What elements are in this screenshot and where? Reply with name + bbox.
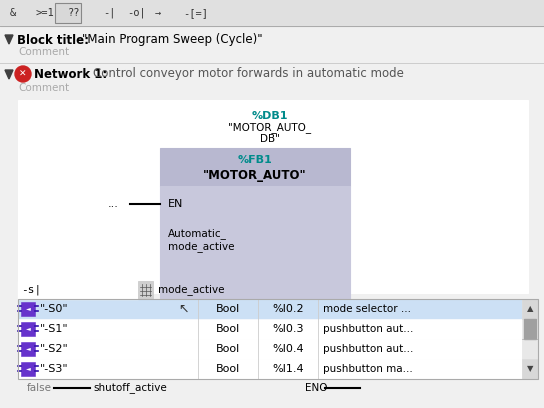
Text: pushbutton ma...: pushbutton ma... [323, 364, 413, 374]
Text: -o|: -o| [127, 8, 146, 18]
Text: pushbutton aut...: pushbutton aut... [323, 324, 413, 334]
Text: mode_active: mode_active [168, 242, 234, 253]
Text: DB": DB" [260, 134, 280, 144]
Text: Bool: Bool [216, 344, 240, 354]
Bar [21, 342, 35, 356]
Text: shutoff_active: shutoff_active [93, 383, 167, 393]
Text: ...: ... [108, 199, 119, 209]
Bar [524, 319, 536, 339]
Text: mode_active: mode_active [158, 284, 225, 295]
Text: Bool: Bool [216, 324, 240, 334]
Bar [55, 3, 81, 23]
Text: "MOTOR_AUTO_: "MOTOR_AUTO_ [228, 122, 312, 133]
Text: Automatic_: Automatic_ [168, 228, 227, 239]
Text: ◄: ◄ [26, 326, 30, 331]
Text: ??: ?? [68, 8, 81, 18]
Bar [522, 299, 538, 319]
Bar [0, 0, 544, 26]
Bar [522, 299, 538, 379]
Bar [21, 322, 35, 336]
Text: false: false [27, 383, 52, 393]
Text: %DB1: %DB1 [252, 111, 288, 121]
Text: Control conveyor motor forwards in automatic mode: Control conveyor motor forwards in autom… [93, 67, 404, 80]
Bar [18, 281, 138, 299]
Bar [18, 359, 522, 379]
Polygon shape [5, 35, 13, 44]
Bar [18, 339, 522, 359]
Bar [160, 186, 350, 326]
Text: -s|: -s| [21, 285, 41, 295]
Polygon shape [5, 70, 13, 79]
Text: Comment: Comment [18, 47, 69, 57]
Text: pushbutton aut...: pushbutton aut... [323, 344, 413, 354]
Text: "-S3": "-S3" [40, 364, 69, 374]
Text: -|: -| [103, 8, 115, 18]
Bar [21, 362, 35, 376]
Circle shape [15, 66, 31, 82]
Text: ENO: ENO [305, 383, 327, 393]
Text: -[=]: -[=] [183, 8, 208, 18]
Text: %I0.3: %I0.3 [272, 324, 304, 334]
Text: %I1.4: %I1.4 [272, 364, 304, 374]
Text: Block title:: Block title: [17, 33, 89, 47]
Bar [18, 319, 522, 339]
Text: mode selector ...: mode selector ... [323, 304, 411, 314]
Text: Network 1:: Network 1: [34, 67, 107, 80]
Text: ◄: ◄ [26, 306, 30, 311]
Text: ◄: ◄ [26, 346, 30, 352]
Text: "MOTOR_AUTO": "MOTOR_AUTO" [203, 169, 307, 182]
Text: %I0.4: %I0.4 [272, 344, 304, 354]
Text: "-S2": "-S2" [40, 344, 69, 354]
Text: Bool: Bool [216, 364, 240, 374]
Text: Bool: Bool [216, 304, 240, 314]
Text: ▲: ▲ [527, 304, 533, 313]
Bar [18, 100, 528, 293]
Text: >=1: >=1 [35, 8, 54, 18]
Bar [18, 299, 522, 319]
Bar [0, 30, 544, 50]
Text: "Main Program Sweep (Cycle)": "Main Program Sweep (Cycle)" [82, 33, 263, 47]
Bar [0, 379, 544, 408]
Bar [21, 302, 35, 316]
Text: EN: EN [168, 199, 183, 209]
Bar [18, 299, 538, 379]
Bar [138, 281, 153, 299]
Text: &: & [10, 8, 16, 18]
Text: "-S1": "-S1" [40, 324, 69, 334]
Bar [160, 148, 350, 186]
Text: ↖: ↖ [178, 302, 188, 315]
Text: %FB1: %FB1 [238, 155, 273, 165]
Bar [522, 359, 538, 379]
Text: ✕: ✕ [19, 70, 27, 79]
Text: "-S0": "-S0" [40, 304, 69, 314]
Text: ▼: ▼ [527, 364, 533, 373]
Text: %I0.2: %I0.2 [272, 304, 304, 314]
Text: →: → [155, 8, 161, 18]
Text: ◄: ◄ [26, 366, 30, 372]
Text: Comment: Comment [18, 83, 69, 93]
